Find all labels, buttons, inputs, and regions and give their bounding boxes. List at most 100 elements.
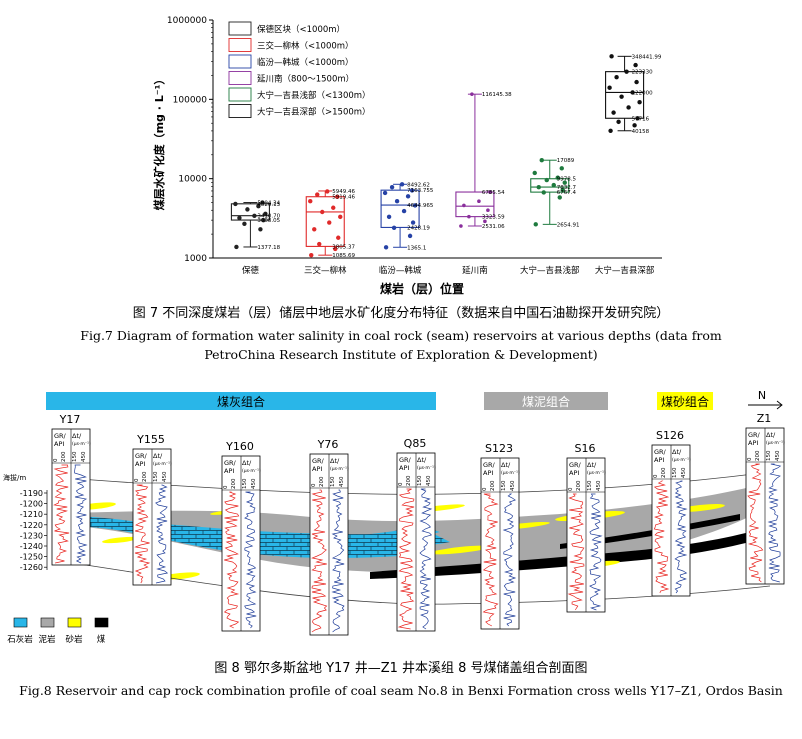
gr-tick-label: 0 [134, 478, 140, 482]
data-point [252, 213, 257, 219]
well-Y76: Y76 GR/API Δt/(μs·m⁻¹) 0 200 150 450 [309, 438, 349, 636]
data-point [263, 211, 268, 217]
legend-label: 大宁—吉县浅部（<1300m） [257, 90, 371, 101]
gr-track-label: GR/ [312, 457, 325, 465]
data-point [635, 116, 640, 121]
box-value-label: 3410.70 [257, 214, 280, 220]
dt-tick-label: 150 [153, 471, 159, 482]
box-value-label: 3323.59 [482, 215, 505, 221]
box-value-label: 116145.38 [482, 92, 512, 98]
gr-track-unit: API [483, 469, 493, 477]
data-point [409, 188, 415, 193]
well-name: Y160 [225, 440, 254, 453]
data-point [532, 170, 537, 176]
data-point [331, 205, 336, 210]
dt-track-unit: (μs·m⁻¹) [417, 465, 436, 471]
figure8-caption-en: Fig.8 Reservoir and cap rock combination… [19, 683, 783, 698]
dt-track-label: Δt/ [153, 452, 163, 460]
dt-log-curve [244, 491, 257, 629]
gr-track-label: GR/ [483, 461, 496, 469]
data-point [261, 217, 266, 223]
data-point [614, 75, 619, 80]
data-point [559, 166, 564, 171]
data-point [459, 224, 463, 228]
data-point [407, 233, 413, 239]
data-point [258, 227, 263, 232]
dt-track-unit: (μs·m⁻¹) [587, 470, 606, 476]
well-name: Q85 [404, 437, 427, 450]
gr-log-curve [311, 489, 328, 633]
box-value-label: 7163.755 [407, 188, 434, 194]
gr-tick-label: 0 [398, 482, 404, 486]
data-point [260, 200, 265, 205]
gr-tick-label: 200 [231, 478, 237, 489]
gr-track-unit: API [654, 456, 664, 464]
well-name: S16 [575, 442, 596, 455]
box-value-label: 1377.18 [257, 245, 280, 251]
data-point [609, 54, 614, 59]
box-value-label: 9978.5 [557, 177, 577, 183]
data-point [611, 110, 616, 115]
data-point [333, 246, 338, 252]
dt-tick-label: 150 [501, 480, 507, 491]
box-6: 348441.99 223330 122000 57716 40158 大宁—吉县深部 [595, 54, 662, 276]
data-point [626, 105, 631, 110]
data-point [336, 235, 341, 240]
data-point [312, 227, 317, 232]
data-point [386, 214, 392, 220]
well-Y155: Y155 GR/API Δt/(μs·m⁻¹) 0 200 150 450 [132, 433, 172, 586]
box-value-label: 348441.99 [632, 54, 662, 60]
legend-swatch [94, 617, 109, 628]
gr-track-unit: API [312, 465, 322, 473]
data-point [309, 252, 314, 258]
dt-track-unit: (μs·m⁻¹) [72, 441, 91, 447]
data-point [467, 214, 471, 219]
combination-banners: 煤灰组合 煤泥组合 煤砂组合 N [46, 389, 783, 410]
combination-banner [657, 392, 713, 410]
well-name: Y155 [136, 433, 165, 446]
data-point [401, 208, 407, 214]
data-point [317, 241, 322, 247]
box-iqr [455, 191, 495, 218]
depth-axis-title: 海拔/m [3, 473, 26, 482]
legend-swatch [40, 617, 55, 628]
data-point [624, 69, 629, 74]
dt-track-label: Δt/ [587, 461, 597, 469]
gr-track-label: GR/ [54, 432, 67, 440]
sandstone-lens [102, 536, 138, 544]
dt-log-curve [155, 484, 169, 584]
well-Y17: Y17 GR/API Δt/(μs·m⁻¹) 0 200 150 450 [51, 413, 91, 566]
data-point [234, 244, 239, 250]
combination-banner [46, 392, 436, 410]
well-S16: S16 GR/API Δt/(μs·m⁻¹) 0 200 150 450 [566, 442, 606, 613]
gr-tick-label: 200 [661, 467, 667, 478]
gr-tick-label: 0 [747, 457, 753, 461]
gr-tick-label: 0 [223, 485, 229, 489]
dt-tick-label: 450 [681, 467, 687, 478]
x-category-label: 延川南 [462, 265, 488, 276]
dt-track-label: Δt/ [242, 459, 252, 467]
box-value-label: 2428.19 [407, 225, 430, 231]
depth-tick-label: -1200 [20, 500, 43, 509]
box-value-label: 122000 [632, 90, 653, 96]
data-point [560, 187, 565, 193]
dt-track-label: Δt/ [72, 432, 82, 440]
combination-banner [484, 392, 608, 410]
dt-track-label: Δt/ [330, 457, 340, 465]
x-category-label: 保德 [242, 265, 260, 276]
box-iqr [530, 178, 570, 193]
box-iqr [380, 189, 420, 228]
data-point [477, 199, 481, 203]
box-value-label: 2654.91 [557, 222, 580, 228]
figure7-caption-cn: 图 7 不同深度煤岩（层）储层中地层水矿化度分布特征（数据来自中国石油勘探开发研… [132, 306, 670, 321]
legend-swatch [228, 54, 252, 69]
data-point [533, 222, 538, 227]
box-iqr [305, 196, 345, 247]
gr-track-unit: API [399, 464, 409, 472]
data-point [391, 225, 397, 231]
data-point [410, 220, 416, 225]
box-value-label: 8492.62 [407, 182, 430, 188]
depth-tick-label: -1230 [20, 531, 43, 540]
dt-log-curve [419, 488, 433, 630]
